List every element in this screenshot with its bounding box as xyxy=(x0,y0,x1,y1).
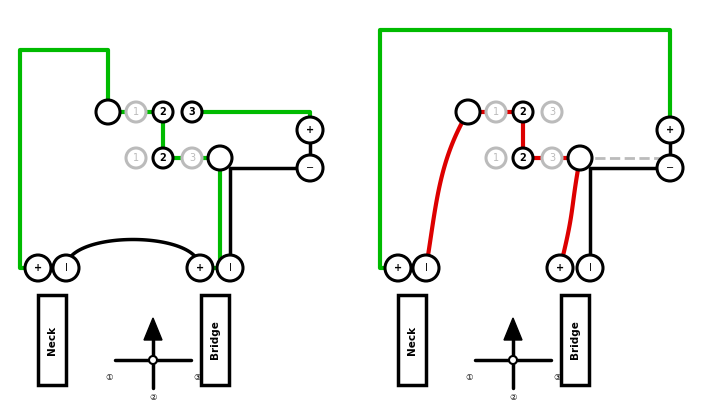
Text: ③: ③ xyxy=(553,373,561,382)
Polygon shape xyxy=(144,318,162,340)
Circle shape xyxy=(568,146,592,170)
Circle shape xyxy=(208,146,232,170)
Circle shape xyxy=(513,148,533,168)
Text: 1: 1 xyxy=(493,153,499,163)
Circle shape xyxy=(657,117,683,143)
Text: I: I xyxy=(228,263,231,273)
Bar xyxy=(201,295,229,385)
Circle shape xyxy=(577,255,603,281)
Text: +: + xyxy=(666,125,674,135)
Text: 3: 3 xyxy=(549,153,555,163)
Circle shape xyxy=(509,356,517,364)
Bar xyxy=(38,295,66,385)
Bar xyxy=(561,295,589,385)
Circle shape xyxy=(126,148,146,168)
Text: 3: 3 xyxy=(549,107,555,117)
Circle shape xyxy=(182,102,202,122)
Text: +: + xyxy=(556,263,564,273)
Circle shape xyxy=(513,102,533,122)
Text: +: + xyxy=(196,263,204,273)
Text: 3: 3 xyxy=(189,153,195,163)
Text: ②: ② xyxy=(149,394,157,403)
Text: Bridge: Bridge xyxy=(570,321,580,360)
Text: 1: 1 xyxy=(133,107,139,117)
Text: I: I xyxy=(65,263,68,273)
Text: +: + xyxy=(34,263,42,273)
Circle shape xyxy=(149,356,157,364)
Circle shape xyxy=(297,117,323,143)
Circle shape xyxy=(25,255,51,281)
Text: I: I xyxy=(588,263,591,273)
Text: 3: 3 xyxy=(189,107,195,117)
Text: ①: ① xyxy=(105,373,113,382)
Text: 1: 1 xyxy=(133,153,139,163)
Text: Neck: Neck xyxy=(407,326,417,354)
Circle shape xyxy=(53,255,79,281)
Text: 2: 2 xyxy=(520,153,526,163)
Text: I: I xyxy=(425,263,428,273)
Text: 1: 1 xyxy=(493,107,499,117)
Text: +: + xyxy=(306,125,314,135)
Text: −: − xyxy=(666,163,674,173)
Bar xyxy=(398,295,426,385)
Text: Bridge: Bridge xyxy=(210,321,220,360)
Text: ②: ② xyxy=(509,394,517,403)
Circle shape xyxy=(486,148,506,168)
Text: 2: 2 xyxy=(160,107,166,117)
Polygon shape xyxy=(504,318,522,340)
Circle shape xyxy=(413,255,439,281)
Circle shape xyxy=(486,102,506,122)
Text: +: + xyxy=(394,263,402,273)
Circle shape xyxy=(542,102,562,122)
Text: ③: ③ xyxy=(193,373,201,382)
Circle shape xyxy=(126,102,146,122)
Text: 2: 2 xyxy=(160,153,166,163)
Circle shape xyxy=(385,255,411,281)
Circle shape xyxy=(456,100,480,124)
Text: Neck: Neck xyxy=(47,326,57,354)
Circle shape xyxy=(657,155,683,181)
Circle shape xyxy=(153,148,173,168)
Circle shape xyxy=(547,255,573,281)
Text: ①: ① xyxy=(465,373,473,382)
Text: 2: 2 xyxy=(520,107,526,117)
Circle shape xyxy=(217,255,243,281)
Circle shape xyxy=(96,100,120,124)
Circle shape xyxy=(297,155,323,181)
Text: −: − xyxy=(306,163,314,173)
Circle shape xyxy=(153,102,173,122)
Circle shape xyxy=(187,255,213,281)
Circle shape xyxy=(542,148,562,168)
Circle shape xyxy=(182,148,202,168)
